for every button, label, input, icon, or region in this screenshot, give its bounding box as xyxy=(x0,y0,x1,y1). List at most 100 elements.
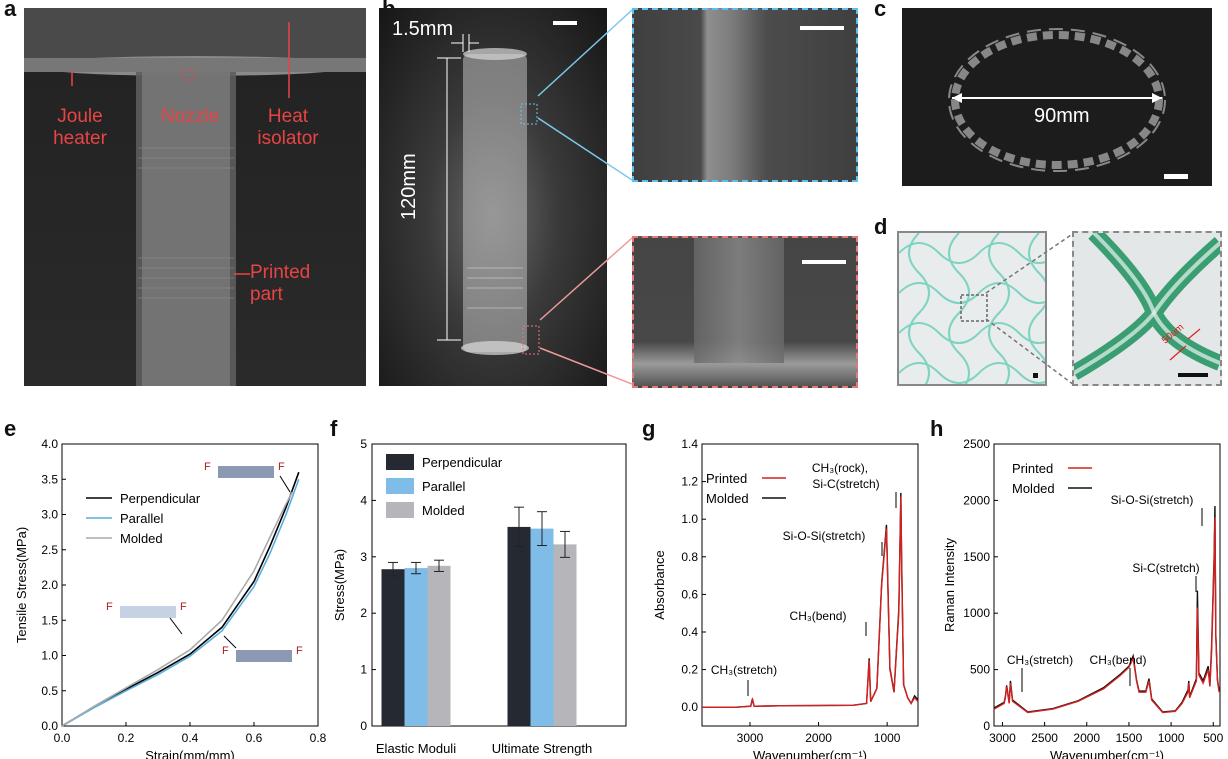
y-axis-label: Tensile Stress(MPa) xyxy=(14,527,29,643)
heat-isolator-callout: Heat isolator xyxy=(257,106,319,149)
printer-illustration xyxy=(24,8,366,386)
peak-annotation: CH₃(rock), xyxy=(812,461,868,475)
zoom-inset-wall xyxy=(632,8,858,182)
joule-heater-callout: Joule heater xyxy=(53,106,107,149)
series-line-molded xyxy=(993,506,1220,713)
printed-part-callout: Printed part xyxy=(250,262,311,305)
y-axis-label: Raman Intensity xyxy=(942,538,957,632)
annotation-arrow xyxy=(279,475,291,493)
y-tick-label: 3.0 xyxy=(41,508,58,522)
peak-annotation: Si-O-Si(stretch) xyxy=(1111,493,1194,507)
y-tick-label: 0.0 xyxy=(681,700,698,714)
legend-label: Molded xyxy=(422,503,465,518)
y-tick-label: 0 xyxy=(983,719,990,733)
x-tick-label: 0.0 xyxy=(54,731,71,745)
legend-label: Molded xyxy=(120,531,163,546)
ring-diameter-label: 90mm xyxy=(1034,105,1090,127)
x-tick-label: 3000 xyxy=(737,731,764,745)
peak-annotation: Si-C(stretch) xyxy=(1132,561,1199,575)
x-tick-label: 0.2 xyxy=(118,731,135,745)
x-tick-label: 1000 xyxy=(1158,731,1185,745)
y-tick-label: 500 xyxy=(970,663,990,677)
lattice-junction-illustration xyxy=(1074,233,1220,380)
x-axis-label: Strain(mm/mm) xyxy=(145,748,235,759)
specimen-icon xyxy=(236,650,292,662)
panel-label-g: g xyxy=(642,416,656,441)
printer-nozzle-photo xyxy=(24,8,366,386)
bar-parallel xyxy=(404,568,428,726)
y-tick-label: 4 xyxy=(360,493,367,507)
series-line-printed xyxy=(993,517,1220,714)
panel-label-c: c xyxy=(874,0,887,21)
panel-label-h: h xyxy=(930,416,944,441)
y-tick-label: 0.4 xyxy=(681,625,698,639)
tube-illustration xyxy=(437,21,577,355)
x-tick-label: 0.8 xyxy=(310,731,327,745)
y-tick-label: 5 xyxy=(360,437,367,451)
y-tick-label: 2.5 xyxy=(41,543,58,557)
zoom-inset-base xyxy=(632,236,858,388)
panel-label-a: a xyxy=(4,0,17,21)
x-tick-label: 2500 xyxy=(1031,731,1058,745)
zoom-connectors xyxy=(537,9,632,385)
x-tick-label: 500 xyxy=(1203,731,1223,745)
legend-swatch xyxy=(386,478,414,494)
y-tick-label: 1.2 xyxy=(681,475,698,489)
y-tick-label: 3 xyxy=(360,550,367,564)
peak-annotation: CH₃(bend) xyxy=(790,609,847,623)
bar-molded xyxy=(427,565,451,726)
force-label: F xyxy=(106,601,113,613)
panel-label-e: e xyxy=(4,416,17,441)
legend-swatch xyxy=(386,454,414,470)
force-label: F xyxy=(278,461,285,473)
series-line-molded xyxy=(61,491,294,727)
y-tick-label: 4.0 xyxy=(41,437,58,451)
bar-perpendicular xyxy=(381,569,405,726)
legend-label: Printed xyxy=(706,471,747,486)
bar-perpendicular xyxy=(507,526,531,726)
category-label: Elastic Moduli xyxy=(376,741,456,756)
x-axis-label: Wavenumber(cm⁻¹) xyxy=(753,748,867,759)
wavy-ring-photo xyxy=(902,8,1212,186)
y-tick-label: 0.0 xyxy=(41,719,58,733)
plot-frame xyxy=(993,443,1221,727)
stress-bar-chart: 0 1 2 3 4 5 Stress(MPa) Elastic Moduli Ultimate … xyxy=(332,437,627,756)
stress-strain-chart: 0.0 0.5 1.0 1.5 2.0 2.5 3.0 3.5 4.0 0.0 0.2 0.4 0.6 0… xyxy=(14,437,327,759)
category-label: Ultimate Strength xyxy=(492,741,592,756)
y-tick-label: 2.0 xyxy=(41,578,58,592)
legend-label: Perpendicular xyxy=(422,455,503,470)
x-tick-label: 3000 xyxy=(989,731,1016,745)
legend-label: Molded xyxy=(706,491,749,506)
force-label: F xyxy=(296,645,303,657)
plot-frame xyxy=(371,443,627,727)
annotation-arrow xyxy=(223,635,237,649)
peak-annotation: CH₃(stretch) xyxy=(1007,653,1073,667)
y-tick-label: 2 xyxy=(360,606,367,620)
peak-annotation: Si-O-Si(stretch) xyxy=(783,529,866,543)
y-tick-label: 0.2 xyxy=(681,663,698,677)
y-tick-label: 1.0 xyxy=(41,649,58,663)
series-line-perpendicular xyxy=(61,471,300,727)
nozzle-callout: Nozzle xyxy=(160,106,220,127)
x-tick-label: 1500 xyxy=(1116,731,1143,745)
x-tick-label: 2000 xyxy=(1073,731,1100,745)
legend-swatch xyxy=(386,502,414,518)
y-tick-label: 0 xyxy=(360,719,367,733)
y-tick-label: 2000 xyxy=(963,493,990,507)
y-axis-label: Absorbance xyxy=(652,550,667,619)
printed-tube-photo xyxy=(379,8,607,386)
legend-label: Parallel xyxy=(422,479,465,494)
legend-label: Parallel xyxy=(120,511,163,526)
y-tick-label: 1000 xyxy=(963,606,990,620)
peak-annotation: CH₃(stretch) xyxy=(711,663,777,677)
x-tick-label: 0.4 xyxy=(182,731,199,745)
y-tick-label: 0.6 xyxy=(681,587,698,601)
bar-parallel xyxy=(530,528,554,726)
y-axis-label: Stress(MPa) xyxy=(332,549,347,621)
y-tick-label: 0.5 xyxy=(41,684,58,698)
raman-spectrum-chart: 0 500 1000 1500 2000 2500 3000 2500 2000 1500 1000… xyxy=(942,437,1224,759)
ftir-absorbance-chart: 0.0 0.2 0.4 0.6 0.8 1.0 1.2 1.4 3000 2000 1000 Abso… xyxy=(652,437,919,759)
tube-width-label: 1.5mm xyxy=(392,18,454,40)
x-tick-label: 0.6 xyxy=(246,731,263,745)
y-tick-label: 2500 xyxy=(963,437,990,451)
